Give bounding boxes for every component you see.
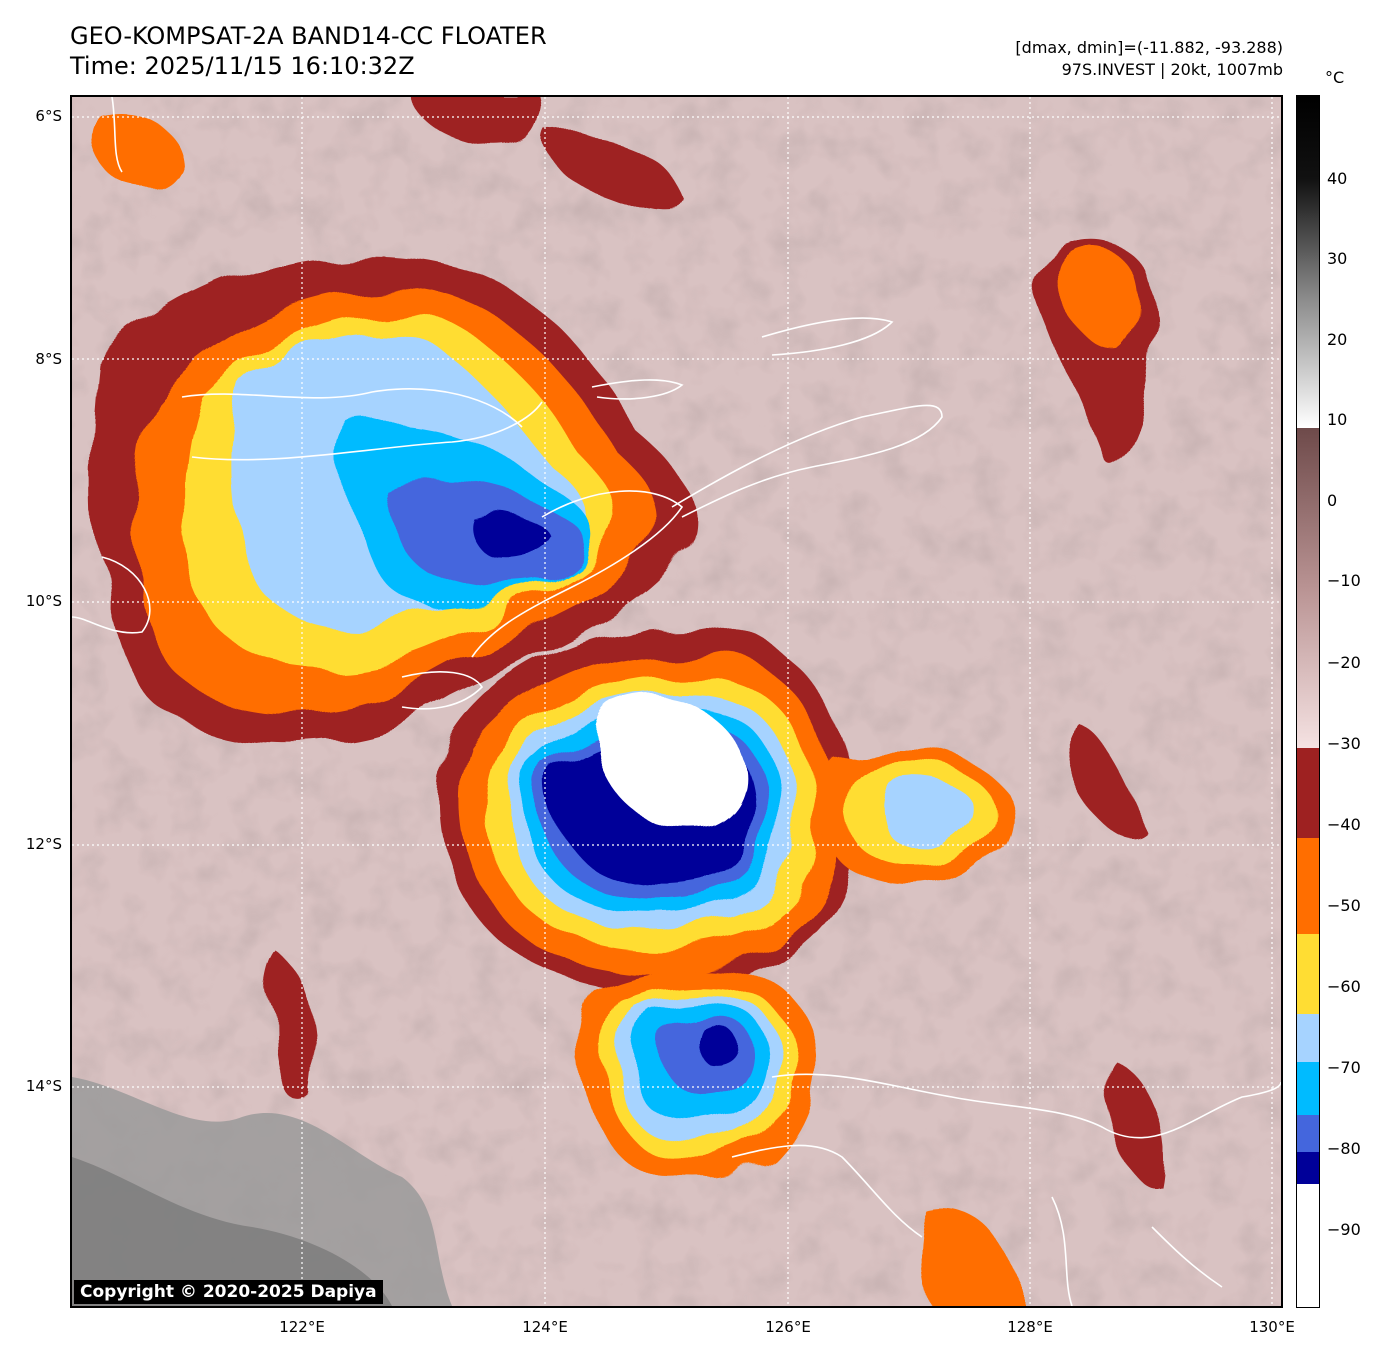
colorbar-gradient <box>1297 96 1319 1307</box>
colorbar-tick: 30 <box>1327 249 1348 268</box>
lon-label-128e: 128°E <box>1007 1318 1053 1336</box>
lon-label-126e: 126°E <box>765 1318 811 1336</box>
lon-label-122e: 122°E <box>279 1318 325 1336</box>
convective-clouds <box>93 97 1165 1306</box>
copyright-label: Copyright © 2020-2025 Dapiya <box>74 1280 383 1304</box>
lon-label-124e: 124°E <box>522 1318 568 1336</box>
colorbar-tick: −10 <box>1327 571 1361 590</box>
colorbar-tick: −40 <box>1327 815 1361 834</box>
colorbar-tick: 20 <box>1327 330 1348 349</box>
map-title: GEO-KOMPSAT-2A BAND14-CC FLOATER <box>70 22 547 50</box>
colorbar-tick: −80 <box>1327 1139 1361 1158</box>
colorbar-tick: −70 <box>1327 1058 1361 1077</box>
temperature-range: [dmax, dmin]=(-11.882, -93.288) <box>1015 38 1283 57</box>
colorbar-tick: −20 <box>1327 653 1361 672</box>
lat-label-6s: 6°S <box>35 107 62 125</box>
colorbar-tick: −90 <box>1327 1220 1361 1239</box>
ir-imagery <box>72 97 1281 1306</box>
satellite-image-panel: Copyright © 2020-2025 Dapiya <box>70 95 1283 1308</box>
colorbar <box>1296 95 1320 1308</box>
colorbar-tick: −50 <box>1327 896 1361 915</box>
lon-label-130e: 130°E <box>1249 1318 1295 1336</box>
storm-info: 97S.INVEST | 20kt, 1007mb <box>1061 60 1283 79</box>
graticule <box>72 97 1281 1306</box>
colorbar-tick: 10 <box>1327 410 1348 429</box>
colorbar-tick: −30 <box>1327 734 1361 753</box>
colorbar-tick: −60 <box>1327 977 1361 996</box>
lat-label-14s: 14°S <box>25 1077 62 1095</box>
lat-label-12s: 12°S <box>25 835 62 853</box>
colorbar-unit: °C <box>1325 68 1345 87</box>
lat-label-8s: 8°S <box>35 350 62 368</box>
coastlines <box>72 97 1281 1306</box>
colorbar-tick: 0 <box>1327 491 1338 510</box>
colorbar-tick: 40 <box>1327 169 1348 188</box>
map-timestamp: Time: 2025/11/15 16:10:32Z <box>70 52 415 80</box>
lat-label-10s: 10°S <box>25 592 62 610</box>
